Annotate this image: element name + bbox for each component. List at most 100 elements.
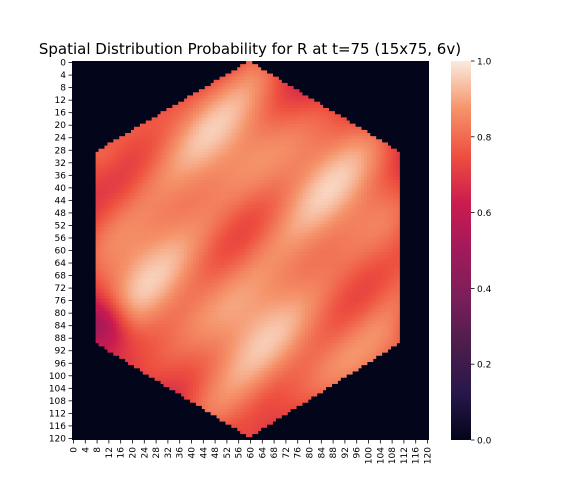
heatmap-cell [125, 139, 129, 143]
heatmap-cell [234, 173, 238, 178]
heatmap-cell [299, 170, 303, 175]
heatmap-cell [278, 180, 282, 184]
heatmap-cell [119, 227, 123, 231]
heatmap-cell [331, 167, 335, 171]
heatmap-cell [337, 120, 341, 124]
heatmap-cell [387, 233, 391, 237]
heatmap-cell [316, 230, 321, 234]
heatmap-cell [231, 248, 235, 253]
heatmap-cell [207, 148, 212, 153]
heatmap-cell [107, 192, 111, 197]
heatmap-cell [269, 86, 273, 90]
heatmap-cell [201, 89, 206, 93]
heatmap-cell [269, 252, 273, 256]
heatmap-cell [355, 148, 359, 153]
heatmap-cell [136, 252, 141, 256]
heatmap-cell [337, 236, 341, 240]
heatmap-cell [325, 158, 330, 162]
heatmap-cell [131, 142, 135, 146]
heatmap-cell [178, 223, 182, 228]
heatmap-cell [213, 120, 217, 124]
heatmap-cell [231, 133, 235, 137]
heatmap-cell [263, 180, 268, 184]
heatmap-cell [364, 195, 368, 200]
heatmap-cell [263, 145, 268, 150]
heatmap-cell [213, 79, 217, 84]
heatmap-cell [299, 117, 303, 121]
heatmap-cell [319, 180, 324, 184]
heatmap-cell [122, 220, 126, 225]
heatmap-cell [272, 126, 276, 131]
heatmap-cell [275, 104, 279, 109]
heatmap-cell [308, 164, 312, 168]
heatmap-cell [136, 227, 141, 231]
heatmap-cell [243, 164, 247, 168]
heatmap-cell [278, 117, 282, 121]
heatmap-cell [352, 170, 356, 175]
heatmap-cell [142, 148, 147, 153]
heatmap-cell [178, 217, 182, 222]
heatmap-cell [251, 70, 256, 74]
heatmap-cell [172, 161, 176, 165]
heatmap-cell [257, 76, 262, 81]
heatmap-cell [187, 230, 191, 234]
heatmap-cell [207, 255, 212, 259]
heatmap-cell [187, 248, 191, 253]
heatmap-cell [139, 189, 144, 193]
heatmap-cell [216, 92, 220, 96]
heatmap-cell [133, 126, 138, 131]
heatmap-cell [204, 117, 209, 121]
heatmap-cell [355, 208, 359, 212]
heatmap-cell [237, 129, 241, 134]
heatmap-cell [157, 148, 161, 153]
heatmap-cell [343, 180, 347, 184]
heatmap-cell [375, 145, 380, 150]
heatmap-cell [390, 255, 394, 259]
heatmap-cell [254, 183, 259, 187]
heatmap-cell [372, 223, 377, 228]
heatmap-cell [316, 180, 321, 184]
heatmap-cell [201, 123, 206, 128]
heatmap-cell [396, 205, 400, 209]
heatmap-cell [331, 248, 335, 253]
heatmap-cell [254, 73, 259, 78]
heatmap-cell [175, 189, 179, 193]
heatmap-cell [216, 123, 220, 128]
heatmap-cell [225, 195, 229, 200]
heatmap-cell [302, 139, 306, 143]
heatmap-cell [234, 154, 238, 159]
heatmap-cell [172, 176, 176, 181]
heatmap-cell [222, 92, 226, 96]
heatmap-cell [234, 129, 238, 134]
heatmap-cell [148, 201, 153, 206]
heatmap-cell [275, 230, 279, 234]
heatmap-cell [249, 198, 253, 203]
heatmap-cell [213, 170, 217, 175]
heatmap-cell [145, 236, 150, 240]
heatmap-cell [187, 220, 191, 225]
heatmap-cell [228, 123, 232, 128]
heatmap-cell [308, 145, 312, 150]
heatmap-cell [213, 148, 217, 153]
heatmap-cell [290, 252, 294, 256]
heatmap-cell [116, 198, 120, 203]
heatmap-cell [340, 189, 344, 193]
heatmap-cell [287, 101, 291, 106]
heatmap-cell [266, 120, 271, 124]
heatmap-cell [222, 236, 226, 240]
heatmap-cell [337, 198, 341, 203]
heatmap-cell [334, 195, 338, 200]
heatmap-cell [266, 158, 271, 162]
heatmap-cell [136, 186, 141, 190]
heatmap-cell [313, 158, 318, 162]
heatmap-cell [116, 176, 120, 181]
heatmap-cell [352, 161, 356, 165]
heatmap-cell [343, 176, 347, 181]
heatmap-cell [222, 192, 226, 197]
heatmap-cell [358, 252, 362, 256]
heatmap-cell [225, 248, 229, 253]
heatmap-cell [204, 126, 209, 131]
heatmap-cell [334, 117, 338, 121]
heatmap-cell [375, 158, 380, 162]
heatmap-cell [133, 189, 138, 193]
